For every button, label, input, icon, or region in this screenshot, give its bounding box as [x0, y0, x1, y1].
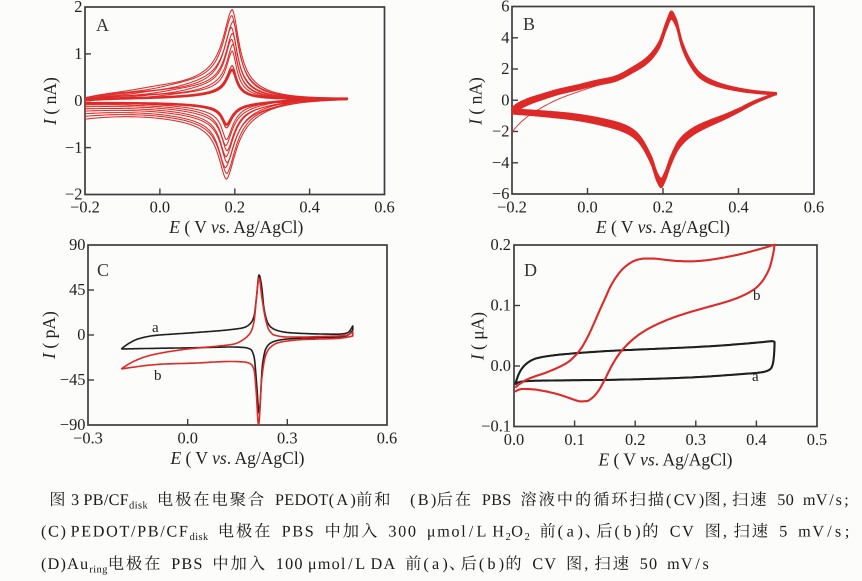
svg-text:0.4: 0.4: [746, 430, 767, 449]
svg-text:0.2: 0.2: [653, 198, 674, 217]
svg-text:0.2: 0.2: [491, 235, 512, 254]
svg-text:b: b: [154, 368, 162, 384]
svg-text:0.2: 0.2: [625, 430, 646, 449]
svg-text:E ( V vs. Ag/AgCl): E ( V vs. Ag/AgCl): [597, 450, 732, 470]
svg-text:I ( pA): I ( pA): [39, 311, 59, 360]
svg-text:−6: −6: [492, 184, 509, 203]
svg-text:0.4: 0.4: [299, 198, 320, 217]
svg-text:0: 0: [77, 325, 85, 344]
svg-text:I ( nA): I ( nA): [466, 77, 486, 126]
svg-text:0.4: 0.4: [728, 198, 749, 217]
svg-text:0.6: 0.6: [804, 198, 825, 217]
svg-text:0.1: 0.1: [491, 296, 512, 315]
svg-text:C: C: [97, 260, 109, 280]
svg-text:0.1: 0.1: [564, 430, 585, 449]
svg-text:a: a: [752, 369, 759, 385]
svg-text:0.0: 0.0: [504, 430, 525, 449]
svg-text:I ( nA): I ( nA): [40, 77, 60, 126]
svg-text:D: D: [524, 260, 537, 280]
svg-text:0.3: 0.3: [686, 430, 707, 449]
svg-text:−0.1: −0.1: [481, 417, 511, 436]
svg-text:E ( V vs. Ag/AgCl): E ( V vs. Ag/AgCl): [595, 217, 730, 237]
svg-text:−0.2: −0.2: [70, 198, 100, 217]
svg-text:0.2: 0.2: [225, 198, 246, 217]
svg-text:0.0: 0.0: [577, 198, 598, 217]
svg-text:−90: −90: [60, 415, 86, 434]
svg-text:0.0: 0.0: [491, 356, 512, 375]
svg-text:A: A: [96, 15, 109, 35]
svg-text:0.0: 0.0: [177, 429, 198, 448]
svg-text:1: 1: [74, 44, 82, 63]
svg-text:−2: −2: [492, 122, 509, 141]
svg-text:E ( V vs. Ag/AgCl): E ( V vs. Ag/AgCl): [168, 217, 303, 237]
svg-text:−45: −45: [60, 370, 86, 389]
svg-text:I ( μA): I ( μA): [468, 312, 488, 361]
svg-text:−0.2: −0.2: [497, 198, 527, 217]
svg-text:0.0: 0.0: [150, 198, 171, 217]
svg-text:45: 45: [69, 280, 85, 299]
svg-text:0.3: 0.3: [277, 429, 298, 448]
svg-text:−0.3: −0.3: [73, 429, 103, 448]
svg-text:0: 0: [74, 91, 82, 110]
svg-text:2: 2: [501, 59, 509, 78]
svg-text:a: a: [152, 320, 159, 336]
svg-text:0.6: 0.6: [377, 429, 398, 448]
svg-text:4: 4: [501, 28, 509, 47]
svg-text:−4: −4: [492, 153, 509, 172]
svg-text:90: 90: [69, 235, 85, 254]
svg-text:−1: −1: [65, 138, 82, 157]
svg-text:6: 6: [501, 0, 509, 16]
svg-text:B: B: [523, 14, 535, 34]
svg-text:0.5: 0.5: [807, 430, 828, 449]
svg-text:E ( V vs. Ag/AgCl): E ( V vs. Ag/AgCl): [169, 448, 304, 468]
svg-text:0: 0: [501, 91, 509, 110]
svg-text:2: 2: [74, 0, 82, 16]
svg-text:b: b: [753, 288, 761, 304]
svg-text:−2: −2: [65, 185, 82, 204]
svg-text:0.6: 0.6: [374, 198, 395, 217]
